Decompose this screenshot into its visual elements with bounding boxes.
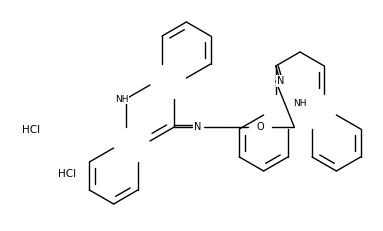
Text: NH: NH xyxy=(293,98,307,107)
Text: HCl: HCl xyxy=(58,169,76,179)
Text: N: N xyxy=(193,122,201,132)
Text: NH: NH xyxy=(115,94,129,103)
Text: HCl: HCl xyxy=(22,125,40,135)
Text: O: O xyxy=(257,122,264,132)
Text: N: N xyxy=(277,76,285,86)
